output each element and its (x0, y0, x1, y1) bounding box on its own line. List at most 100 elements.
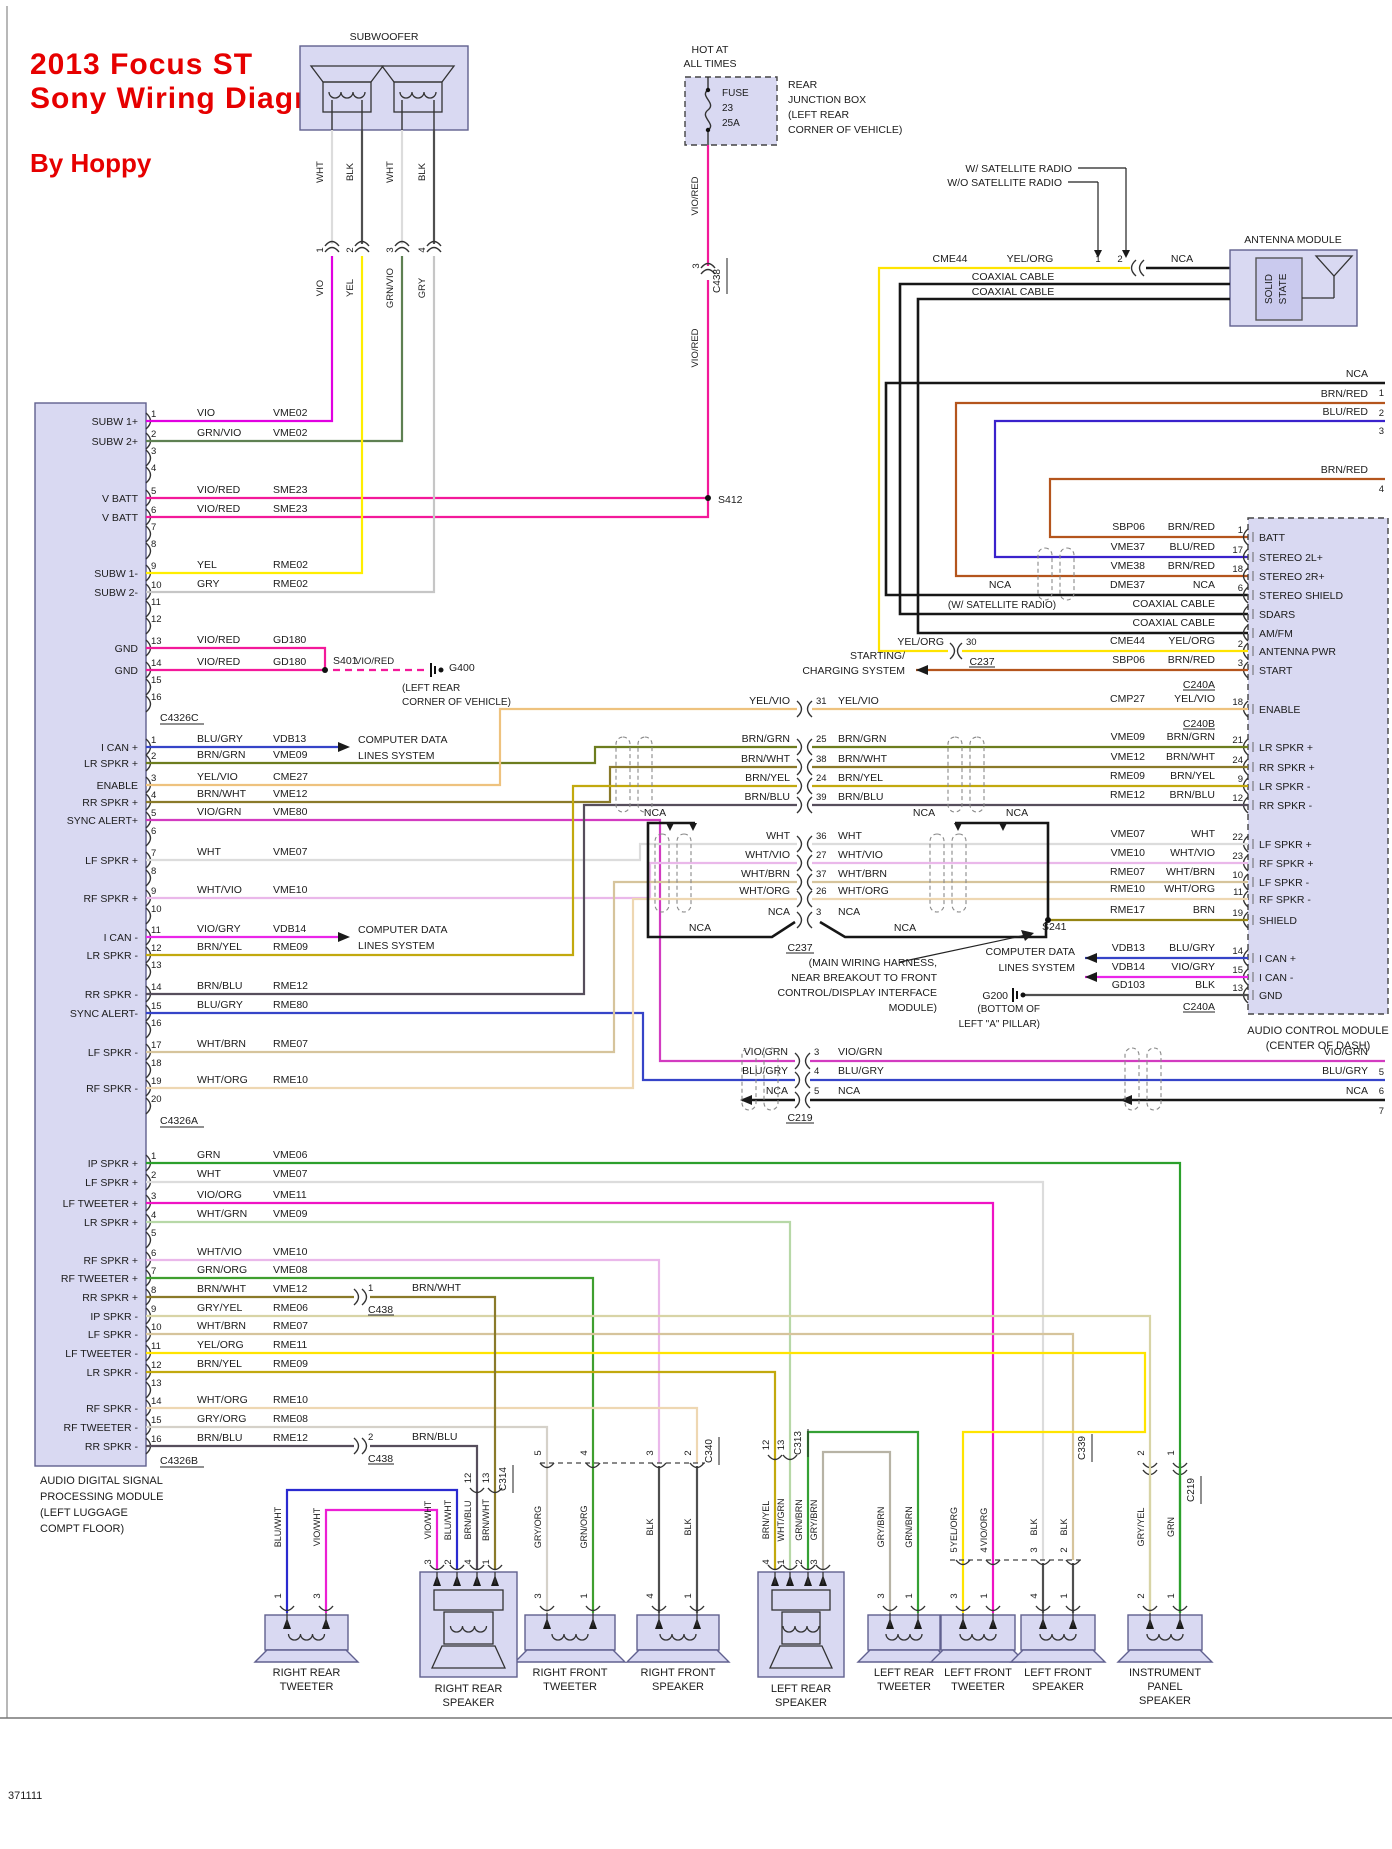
wire-label: BLK (1195, 979, 1215, 991)
wire-label: GRN/VIO (197, 427, 241, 439)
pin-label: I CAN + (101, 742, 138, 754)
coil-symbol (551, 1633, 589, 1641)
connector-arc (1242, 624, 1249, 642)
pin-label: I CAN - (1259, 972, 1294, 984)
pin-label: V BATT (102, 493, 139, 505)
wire-wht-vio (146, 861, 797, 900)
pin-number: 1 (1166, 1593, 1177, 1598)
wire-label: BLU/GRY (838, 1065, 884, 1077)
splice-dot (705, 87, 711, 93)
connector-arc (1242, 548, 1249, 566)
pin-number: 18 (1232, 564, 1243, 575)
connector-label: C438 (368, 1453, 393, 1465)
wire-label: YEL/ORG (197, 1339, 244, 1351)
wire-label: WHT (838, 830, 862, 842)
pin-label: LR SPKR + (1259, 742, 1313, 754)
wire-label: WHT/ORG (1164, 883, 1215, 895)
pin-label: I CAN + (1259, 953, 1296, 965)
label: STATE (1278, 273, 1289, 304)
wire-label: BRN/WHT (197, 788, 247, 800)
arrowhead (1085, 953, 1097, 963)
pin-number: 15 (151, 1001, 162, 1012)
circuit-label: VDB14 (1112, 961, 1145, 973)
wire-label: BRN/GRN (838, 733, 886, 745)
starting-note: STARTING/ (850, 650, 905, 662)
wire-nca (819, 920, 1048, 939)
circuit-label: VME07 (273, 846, 308, 858)
wire-label: VIO/RED (690, 328, 701, 367)
wire-nca (955, 821, 1050, 918)
connector-arc (806, 911, 813, 929)
pin-number: 4 (1379, 484, 1384, 495)
pin-number: 6 (1238, 583, 1243, 594)
wire-label: GRN/BRN (794, 1499, 804, 1541)
pin-number: 1 (683, 1593, 694, 1598)
box (433, 1589, 504, 1611)
pin-label: LR SPKR + (84, 758, 138, 770)
wire-label: WHT/GRN (776, 1499, 786, 1542)
circuit-label: RME06 (273, 1302, 308, 1314)
pin-number: 3 (151, 1191, 156, 1202)
wire-grn-org (146, 1276, 595, 1613)
pin-label: ANTENNA PWR (1259, 646, 1336, 658)
shield-symbol (637, 736, 653, 813)
pin-number: 4 (151, 1210, 156, 1221)
speaker-name: RIGHT FRONT (641, 1667, 716, 1679)
connector-arc (782, 1564, 798, 1571)
connector-label: C237 (787, 942, 812, 954)
pin-number: 4 (979, 1547, 990, 1552)
pin-number: 2 (443, 1559, 454, 1564)
pin-number: 3 (1029, 1547, 1040, 1552)
wire-wht-org (146, 1406, 699, 1463)
circuit-label: VME02 (273, 427, 308, 439)
connector-arc (806, 738, 813, 756)
wire-brn-wht (146, 765, 797, 804)
wire-label: COAXIAL CABLE (1133, 617, 1215, 629)
circuit-label: VME10 (273, 1246, 308, 1258)
wire-label: WHT/BRN (1166, 866, 1215, 878)
wire-label: WHT/ORG (739, 885, 790, 897)
pin-number: 4 (579, 1450, 590, 1455)
shield-symbol (1037, 547, 1053, 601)
wire-label: WHT (766, 830, 790, 842)
connector-arc (145, 449, 152, 467)
pin-number: 4 (761, 1559, 772, 1564)
wire-label: WHT (197, 1168, 221, 1180)
circuit-label: VDB14 (273, 923, 306, 935)
speaker-name: TWEETER (280, 1681, 334, 1693)
connector-note: CONTROL/DISPLAY INTERFACE (778, 987, 937, 999)
wire-grn-vio (146, 256, 404, 443)
shield-symbol (929, 833, 945, 913)
wire-vio-red (146, 498, 710, 519)
connector-arc (145, 1021, 152, 1039)
wire-label: YEL/VIO (749, 695, 790, 707)
connector-arc (487, 1487, 503, 1494)
shield-symbol (615, 736, 631, 813)
circuit-label: RME09 (273, 941, 308, 953)
wire-yel (146, 256, 364, 575)
speaker-cone (253, 1649, 360, 1663)
pin-number: 4 (645, 1593, 656, 1598)
wire-gry-brn (821, 1450, 892, 1613)
wire-label: BRN/WHT (412, 1282, 462, 1294)
connector-arc (145, 525, 152, 543)
data-lines-note: LINES SYSTEM (358, 940, 434, 952)
wire-label: COAXIAL CABLE (1133, 598, 1215, 610)
circuit-label: VME07 (273, 1168, 308, 1180)
pin-number: 13 (1232, 983, 1243, 994)
pin-number: 13 (151, 1378, 162, 1389)
wire-label: WHT/BRN (197, 1038, 246, 1050)
wire-label: GRN/VIO (385, 268, 396, 308)
title-line-2: Sony Wiring Diagram (30, 81, 353, 115)
speaker-cone (513, 1649, 627, 1663)
connector-arc (145, 829, 152, 847)
pin-number: 14 (1232, 946, 1243, 957)
connector-arc (651, 1605, 667, 1612)
pin-label: GND (115, 643, 139, 655)
connector-arc (956, 642, 963, 660)
connector-arc (882, 1605, 898, 1612)
pin-label: SUBW 2- (94, 587, 138, 599)
wire-wht-brn (146, 1332, 1075, 1560)
connector-arc (449, 1564, 465, 1571)
splice-dot (1020, 992, 1026, 998)
